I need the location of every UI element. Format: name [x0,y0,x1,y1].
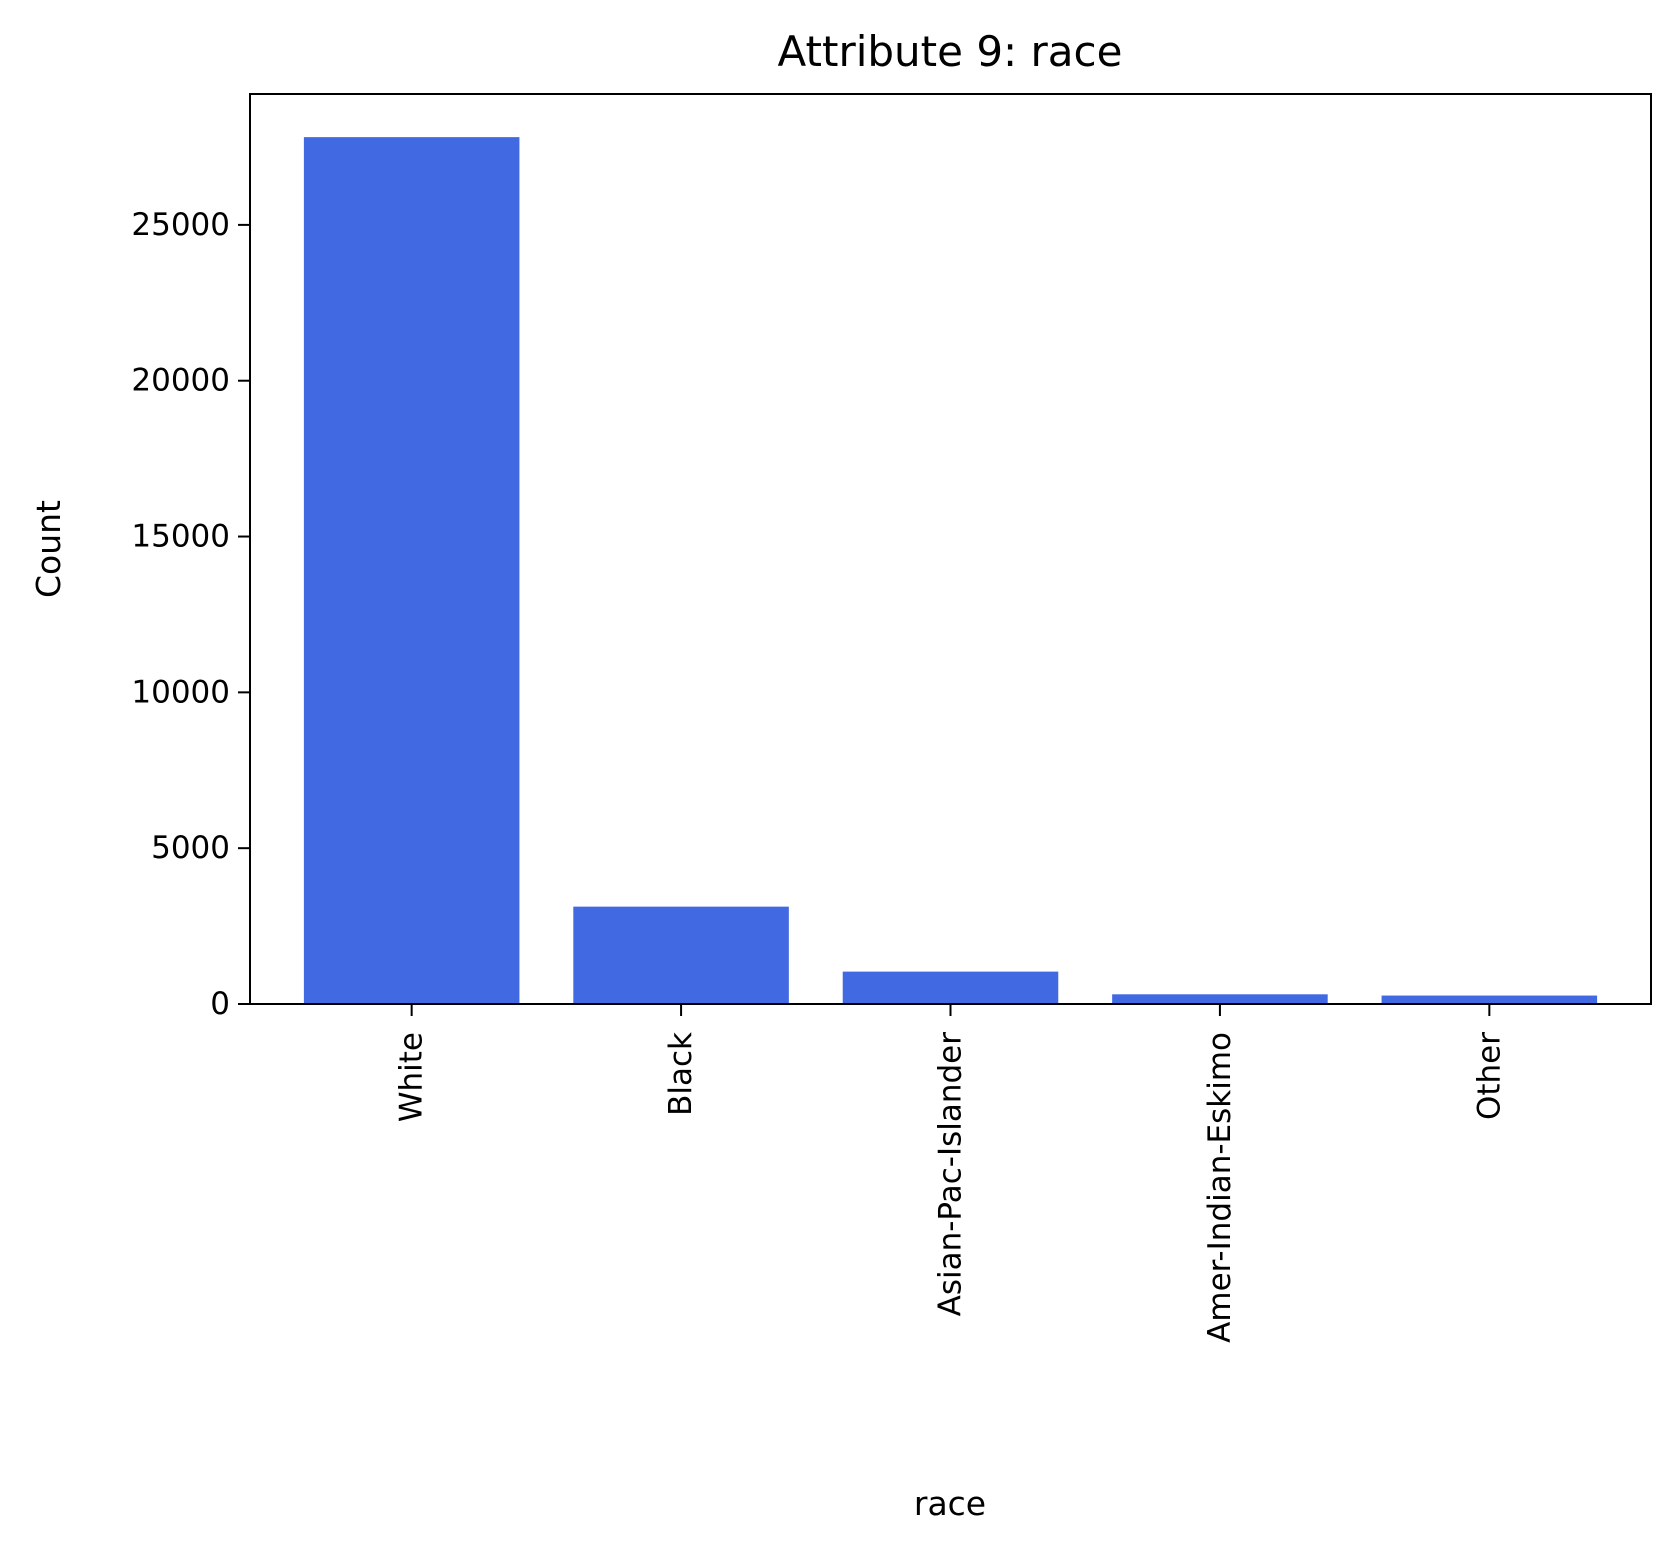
y-axis-label: Count [29,500,68,598]
y-tick-label: 15000 [131,519,230,555]
chart-title: Attribute 9: race [778,27,1123,76]
y-tick-label: 20000 [131,363,230,399]
y-tick-label: 10000 [131,674,230,710]
bar-asian-pac-islander [842,971,1059,1004]
x-tick-label: Other [1471,1032,1507,1120]
x-axis-ticks: White Black Asian-Pac-Islander Amer-Indian-… [394,1004,1507,1343]
plot-frame [249,93,1652,1005]
bars-group [303,137,1598,1005]
x-tick-label: Black [663,1032,699,1116]
y-tick-label: 25000 [131,207,230,243]
x-tick-label: Amer-Indian-Eskimo [1202,1032,1238,1343]
bar-white [303,137,520,1005]
y-tick-label: 5000 [151,830,230,866]
x-tick-label: Asian-Pac-Islander [933,1032,969,1317]
x-tick-label: White [394,1032,430,1122]
y-axis-ticks: 0 5000 10000 15000 20000 25000 [131,207,250,1022]
bar-black [573,906,789,1004]
bar-other [1381,995,1598,1004]
x-axis-label: race [914,1484,986,1523]
y-tick-label: 0 [210,986,230,1022]
bar-amer-indian-eskimo [1112,994,1328,1004]
